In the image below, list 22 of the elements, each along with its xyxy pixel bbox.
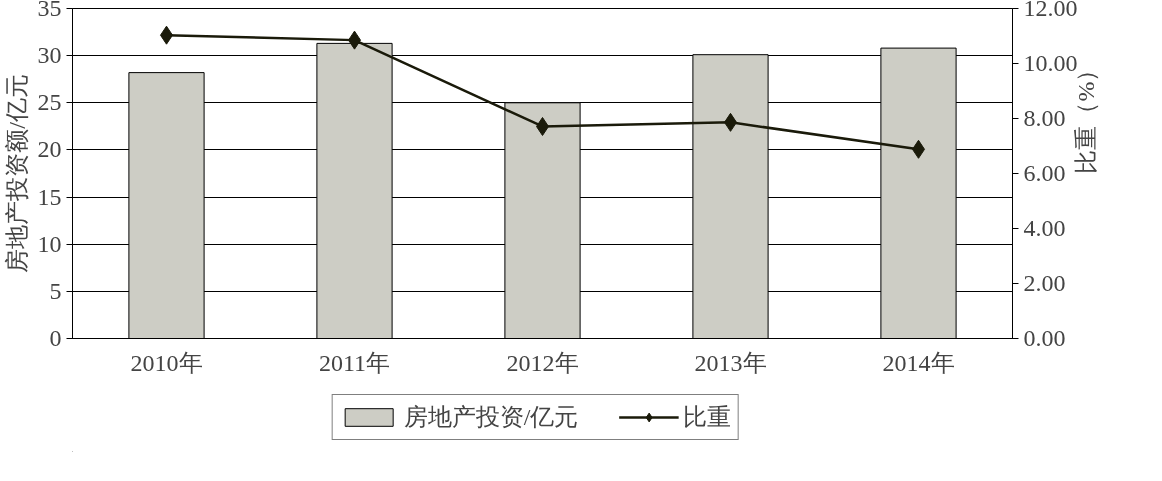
y-tick-label: 20 xyxy=(37,136,62,163)
y-tick-label: 0 xyxy=(49,325,62,351)
x-tick-label: 2012年 xyxy=(506,349,579,376)
y2-tick-label: 0.00 xyxy=(1023,325,1066,351)
x-tick-label: 2013年 xyxy=(694,349,767,376)
y-axis-title: 房地产投资额/亿元 xyxy=(3,74,30,273)
legend-label: 房地产投资/亿元 xyxy=(403,403,579,432)
y2-tick-label: 2.00 xyxy=(1023,270,1066,296)
y-tick-label: 35 xyxy=(37,0,62,21)
y2-tick-label: 6.00 xyxy=(1023,160,1066,186)
y2-tick-label: 4.00 xyxy=(1023,215,1066,241)
x-tick-label: 2011年 xyxy=(318,349,391,376)
y2-tick-label: 12.00 xyxy=(1023,0,1078,21)
y-tick-label: 15 xyxy=(37,183,62,210)
x-tick-label: 2014年 xyxy=(882,349,955,376)
legend-label: 比重 xyxy=(683,403,732,432)
y-tick-label: 5 xyxy=(49,277,62,304)
y2-tick-label: 8.00 xyxy=(1023,105,1066,131)
y-tick-label: 10 xyxy=(37,230,62,257)
x-tick-label: 2010年 xyxy=(130,349,203,376)
y-tick-label: 25 xyxy=(37,89,62,116)
y-tick-label: 30 xyxy=(37,42,62,69)
